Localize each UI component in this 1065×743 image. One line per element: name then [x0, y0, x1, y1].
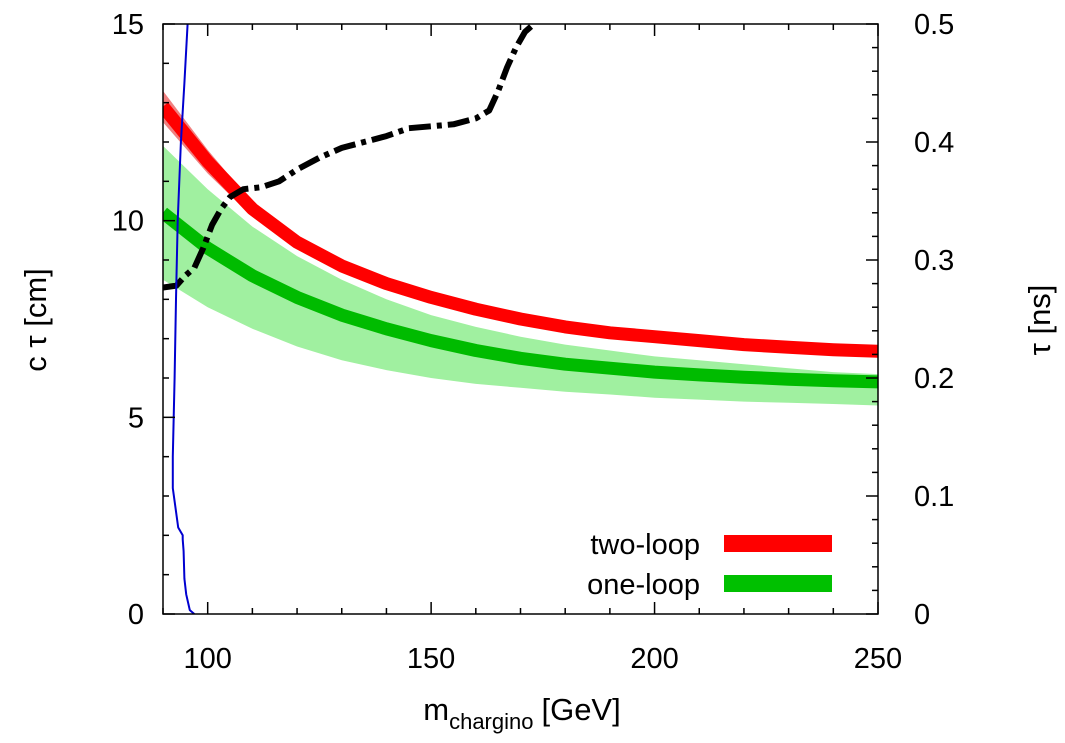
- y-tick-label: 10: [112, 206, 144, 238]
- y2-tick-label: 0.5: [914, 9, 954, 41]
- y2-tick-label: 0.2: [914, 363, 954, 395]
- y2-tick-label: 0.1: [914, 481, 954, 513]
- y-tick-label: 0: [128, 599, 144, 631]
- y2-tick-label: 0.3: [914, 245, 954, 277]
- y2-tick-label: 0.4: [914, 127, 954, 159]
- band-center-one-loop: [163, 207, 878, 389]
- x-tick-label: 200: [630, 643, 678, 675]
- series-limit-blue: [171, 24, 195, 614]
- y2-tick-label: 0: [914, 599, 930, 631]
- legend-swatch-two-loop: [724, 535, 832, 552]
- legend-swatch-one-loop: [724, 575, 832, 592]
- band-one-loop: [163, 145, 878, 406]
- x-axis-label-sub: chargino: [449, 709, 533, 734]
- y-axis-label: c τ [cm]: [18, 268, 53, 372]
- y-tick-label: 5: [128, 402, 144, 434]
- x-tick-label: 150: [407, 643, 455, 675]
- y2-axis-label: τ [ns]: [1022, 285, 1057, 356]
- x-tick-label: 100: [183, 643, 231, 675]
- legend-label-one-loop: one-loop: [587, 569, 700, 601]
- legend: two-loop one-loop: [587, 529, 832, 601]
- legend-label-two-loop: two-loop: [590, 529, 700, 561]
- band-center-two-loop: [163, 102, 878, 358]
- x-axis-label: mchargino [GeV]: [423, 692, 620, 734]
- x-tick-label: 250: [854, 643, 902, 675]
- y-tick-label: 15: [112, 9, 144, 41]
- x-axis-label-main: m: [423, 692, 449, 727]
- x-axis-label-unit: [GeV]: [541, 692, 620, 727]
